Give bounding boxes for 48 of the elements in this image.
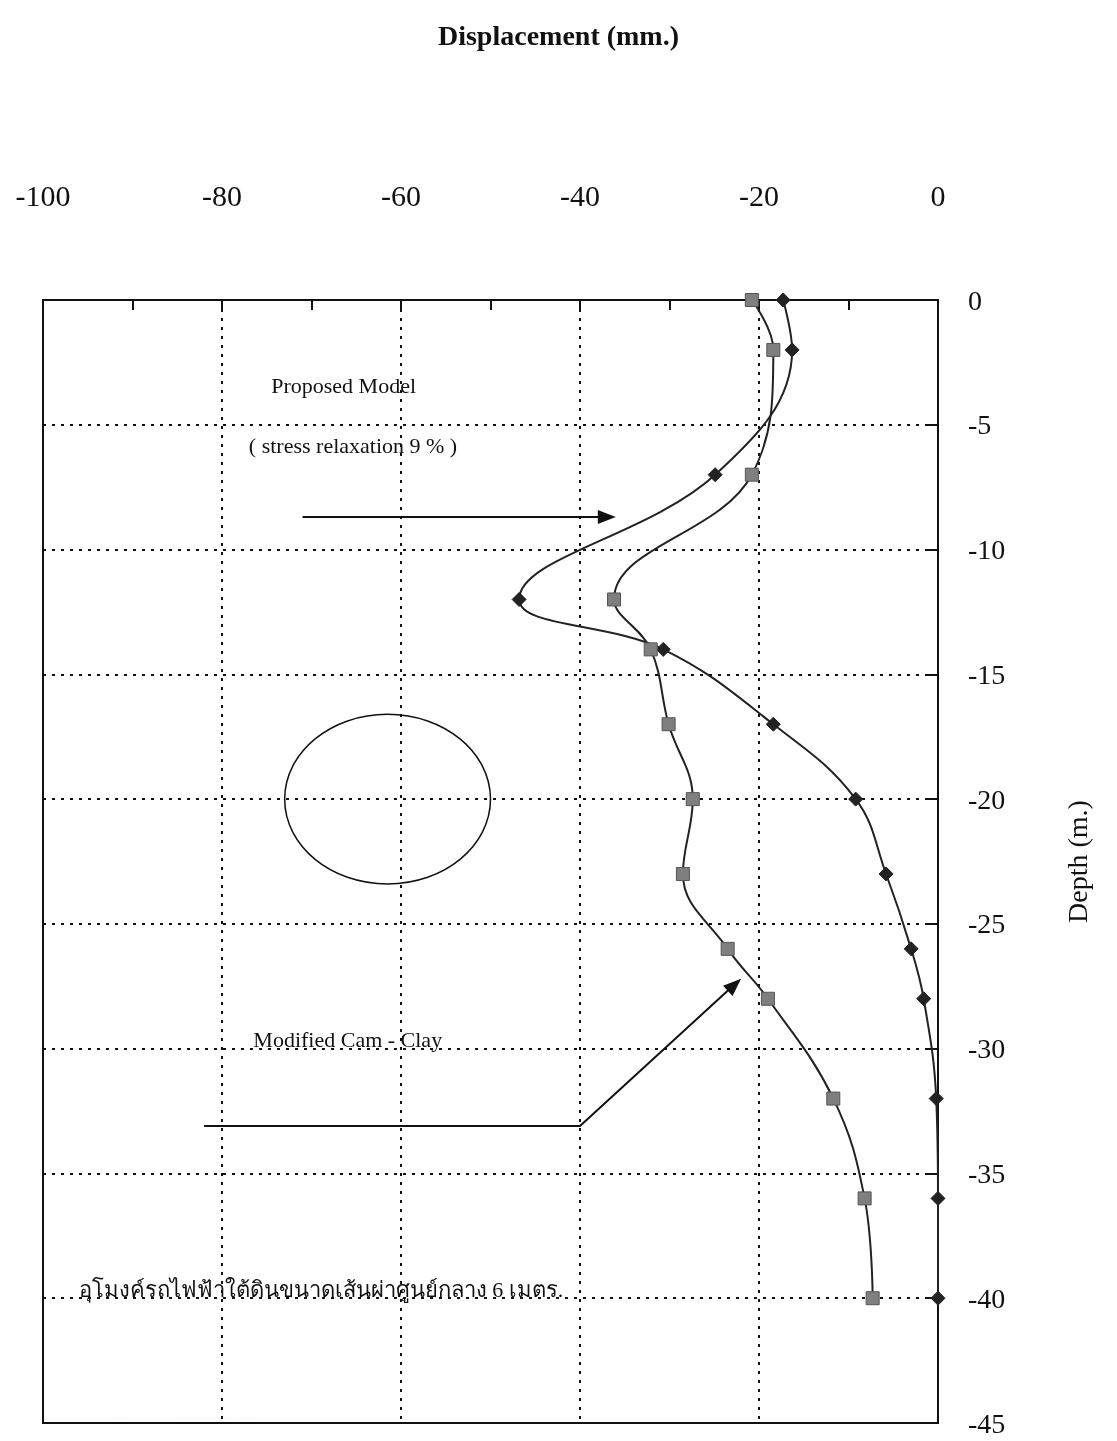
y-axis-title: Depth (m.) <box>1061 800 1093 923</box>
point <box>784 342 800 358</box>
x-tick-label: 0 <box>930 178 946 212</box>
x-tick-label: -40 <box>560 178 600 212</box>
y-tick-label: -45 <box>968 1407 1006 1439</box>
point <box>655 641 671 657</box>
point <box>607 592 622 607</box>
y-tick-label: -15 <box>968 658 1006 690</box>
y-tick-label: -30 <box>968 1033 1006 1065</box>
point <box>857 1191 872 1206</box>
point <box>765 716 781 732</box>
annotation: Modified Cam - Clay <box>253 1027 443 1053</box>
annotation: Proposed Model <box>271 373 417 399</box>
x-tick-label: -100 <box>15 178 71 212</box>
point <box>744 293 759 307</box>
y-tick-label: -40 <box>968 1282 1006 1314</box>
point <box>675 866 690 881</box>
point <box>916 991 932 1007</box>
point <box>661 717 676 732</box>
point <box>720 941 735 956</box>
point <box>930 1290 946 1306</box>
y-tick-label: -5 <box>968 409 992 441</box>
y-tick-label: -35 <box>968 1157 1006 1189</box>
chart-title: Displacement (mm.) <box>437 19 680 51</box>
point <box>744 467 759 482</box>
annotation: ( stress relaxation 9 % ) <box>248 433 458 459</box>
point <box>826 1091 841 1106</box>
point <box>760 991 775 1006</box>
point <box>865 1291 880 1306</box>
x-tick-label: -60 <box>381 178 421 212</box>
annotation: อุโมงค์รถไฟฟ้าใต้ดินขนาดเส้นผ่าศูนย์กลาง 6 เมตร. <box>78 1276 564 1303</box>
point <box>903 941 919 957</box>
point <box>930 1190 946 1206</box>
point <box>928 1091 944 1107</box>
point <box>643 642 658 657</box>
point <box>511 591 527 607</box>
point <box>878 866 894 882</box>
point <box>707 467 723 483</box>
point <box>848 791 864 807</box>
point <box>685 792 700 807</box>
point <box>775 292 791 308</box>
y-tick-label: 0 <box>968 284 982 316</box>
y-tick-label: -10 <box>968 534 1006 566</box>
point <box>766 342 781 357</box>
y-tick-label: -25 <box>968 908 1006 940</box>
y-tick-label: -20 <box>968 783 1006 815</box>
x-tick-label: -20 <box>739 178 779 212</box>
x-tick-label: -80 <box>202 178 242 212</box>
